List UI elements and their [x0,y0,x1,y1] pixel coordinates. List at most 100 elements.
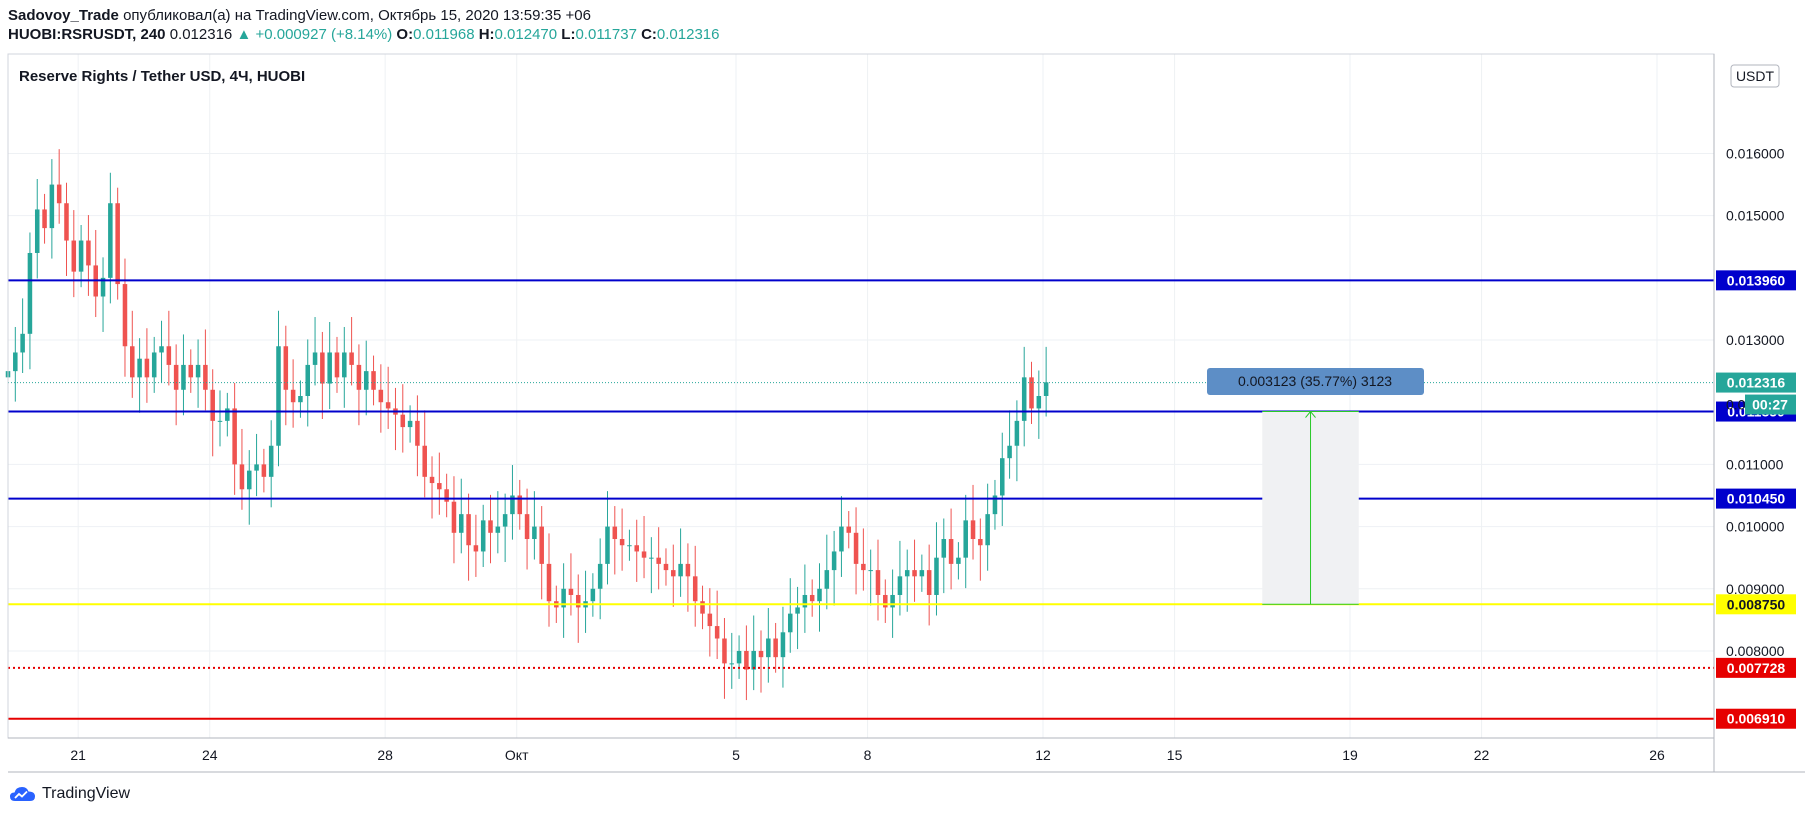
candle [480,504,486,567]
candle-body [342,352,347,378]
candle-body [1036,396,1042,409]
candle [225,392,230,437]
published-text: опубликовал(а) на TradingView.com, Октяб… [123,7,591,24]
open-value: 0.011968 [413,26,475,43]
candle-body [495,526,501,533]
candle-body [246,470,252,490]
candle-body [1014,420,1020,446]
measure-label-bg [1207,368,1424,395]
candle [773,622,778,673]
partial-price-label: 0.0 [1726,397,1746,413]
candle-body [502,514,508,527]
candle [1043,346,1049,417]
candle-body [137,358,142,378]
candle-body [217,420,223,422]
candle-body [941,539,947,558]
candle [948,508,954,590]
candle [422,410,427,498]
candle-body [627,545,632,547]
candle [56,149,62,224]
candle-body [612,526,618,540]
candle-body [685,563,691,577]
currency-badge[interactable]: USDT [1730,64,1780,88]
level-price-tag-bg [1716,657,1796,678]
candle [86,215,91,296]
candle [181,334,186,416]
candle-body [787,613,793,633]
candle [415,395,420,477]
candle [656,527,661,590]
candle [634,519,639,582]
author-name[interactable]: Sadovoy_Trade [8,7,119,24]
level-price-tag: 0.007728 [1727,660,1786,676]
brand-name: TradingView [42,785,131,802]
candle-body [532,526,537,540]
candle [605,491,610,585]
candle [802,564,808,633]
candle-body [488,520,493,533]
candle [466,493,471,581]
candle [714,590,720,660]
candle-body [875,570,881,595]
candle [451,476,457,564]
candle-body [634,545,639,552]
candle-body [130,346,135,378]
candle [1021,346,1027,447]
candle-body [378,389,384,403]
low-value: 0.011737 [575,26,637,43]
open-label: O: [396,26,414,43]
candle-body [415,420,420,446]
candle-body [473,545,479,552]
branding[interactable]: TradingView [8,784,130,804]
candle [627,529,632,561]
candle-body [239,464,245,490]
candle-body [707,613,713,627]
candle [334,336,340,393]
candle [539,506,544,600]
candle-body [671,570,676,577]
candle-body [861,563,866,571]
candle [159,320,164,383]
candle-body [868,570,873,572]
price-tick-label: 0.010000 [1726,519,1785,535]
candle [1036,370,1042,439]
candle-body [751,650,756,670]
candle-body [188,364,194,378]
time-tick-label: 28 [377,747,393,763]
time-tick-label: 12 [1035,747,1051,763]
candle-body [71,240,77,272]
candle-body [349,352,354,365]
time-tick-label: 22 [1474,747,1490,763]
candle-body [948,539,954,564]
candle-body [758,650,764,658]
candle-body [1000,458,1005,496]
candle-body [356,364,362,390]
tradingview-cloud-icon [10,787,35,801]
candle [897,540,903,616]
candle-body [795,607,800,614]
candle-body [897,576,903,595]
candle-body [261,464,267,477]
candle [956,542,961,580]
candle [488,494,493,564]
candle-body [480,520,486,552]
candle [108,172,113,304]
candle [561,563,566,638]
candle-body [539,526,544,564]
candle [875,539,881,621]
candle-body [568,588,574,595]
time-tick-label: 15 [1167,747,1183,763]
measure-tool: 0.003123 (35.77%) 3123 [1207,368,1424,605]
candle [510,465,515,540]
candle-body [181,364,186,390]
candle [597,538,603,620]
candle-body [890,594,895,608]
candle [729,632,735,689]
candle [429,456,435,519]
last-price-tag: 0.012316 [1727,375,1786,391]
candle-body [385,402,391,409]
candle [144,328,150,403]
close-label: C: [641,26,657,43]
candle [868,549,873,606]
